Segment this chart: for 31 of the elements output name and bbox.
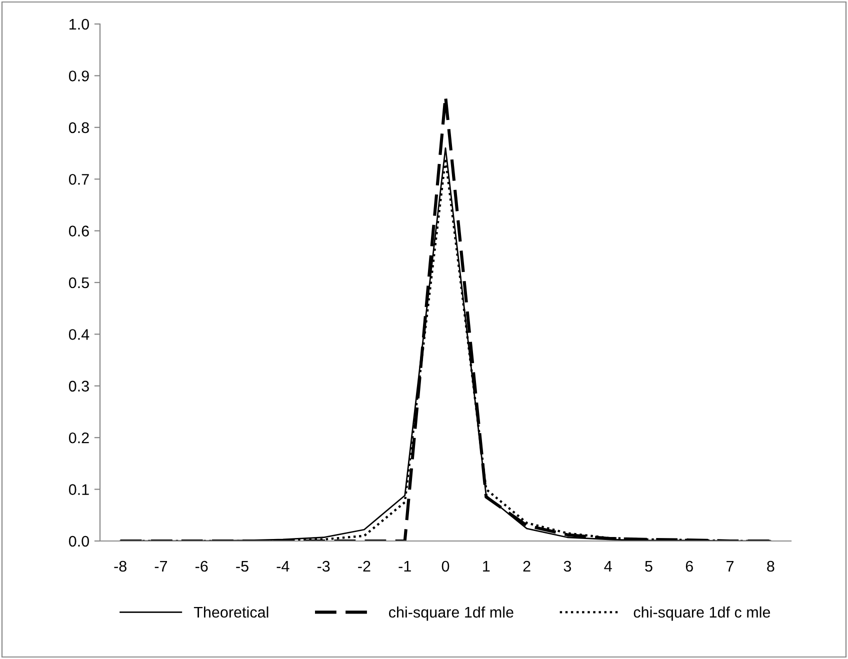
- legend-label: chi-square 1df mle: [388, 606, 514, 621]
- legend-label: Theoretical: [194, 606, 268, 618]
- x-tick-label: -5: [236, 561, 248, 572]
- y-tick-label: 0.6: [68, 226, 89, 236]
- x-tick-label: 2: [523, 560, 530, 572]
- y-tick-label: 0.8: [68, 122, 89, 134]
- x-tick-label: -2: [358, 560, 370, 572]
- x-tick-label: 3: [564, 560, 572, 572]
- y-tick-label: 0.7: [68, 174, 89, 185]
- x-tick-label: -4: [276, 561, 290, 572]
- y-tick-label: 0.2: [68, 432, 89, 444]
- x-tick-label: -3: [317, 560, 330, 572]
- x-tick-label: 7: [726, 561, 734, 572]
- legend-label: chi-square 1df c mle: [634, 606, 770, 621]
- x-tick-label: 5: [645, 561, 652, 572]
- y-tick-label: 0.1: [68, 484, 89, 495]
- y-tick-label: 0.3: [68, 380, 89, 392]
- x-tick-label: 8: [767, 560, 774, 572]
- x-tick-label: -1: [398, 561, 411, 572]
- x-tick-label: -6: [196, 560, 208, 572]
- y-tick-label: 1.0: [70, 18, 89, 30]
- y-tick-label: 0.0: [68, 536, 89, 547]
- x-tick-label: 1: [483, 561, 490, 572]
- x-tick-label: -8: [114, 560, 126, 572]
- x-tick-label: 6: [686, 560, 693, 572]
- y-tick-label: 0.5: [68, 277, 89, 288]
- y-tick-label: 0.4: [68, 329, 90, 340]
- x-tick-label: -7: [154, 561, 167, 572]
- x-tick-label: 0: [442, 560, 450, 572]
- y-tick-label: 0.9: [68, 70, 89, 82]
- x-tick-label: 4: [604, 561, 612, 572]
